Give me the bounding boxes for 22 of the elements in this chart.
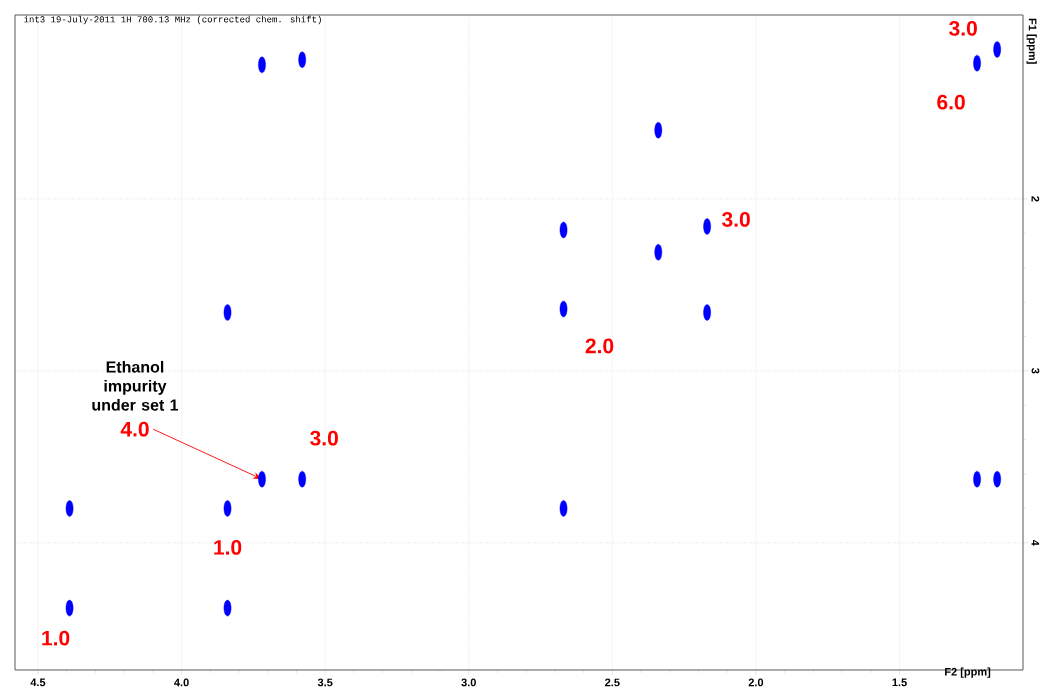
x-tick-label: 4.5: [30, 678, 46, 687]
y-tick-label: 3: [1031, 368, 1040, 374]
annotation: Ethanol impurity under set 1: [92, 360, 179, 411]
annotation: 3.0: [310, 430, 338, 446]
annotation: 3.0: [949, 20, 977, 36]
x-tick-label: 2.5: [605, 678, 620, 687]
x-tick-label: 3.0: [461, 678, 476, 687]
chart-title: int3 19-July-2011 1H 700.13 MHz (corrected chem. shift): [24, 15, 321, 25]
y-tick-label: 4: [1031, 539, 1040, 546]
annotation: 2.0: [585, 338, 614, 354]
y-axis-title: F1 [ppm]: [1026, 18, 1037, 64]
annotation: 4.0: [120, 421, 149, 437]
y-tick-label: 2: [1031, 196, 1040, 202]
annotation: 6.0: [937, 94, 965, 110]
annotation: 1.0: [214, 539, 242, 555]
x-axis-title: F2 [ppm]: [945, 667, 991, 678]
x-tick-label: 2.0: [748, 678, 764, 687]
annotation: 3.0: [722, 212, 750, 227]
x-tick-label: 4.0: [174, 678, 189, 687]
annotation: 1.0: [42, 630, 70, 646]
x-tick-label: 1.5: [892, 678, 907, 687]
x-tick-label: 3.5: [317, 678, 333, 687]
